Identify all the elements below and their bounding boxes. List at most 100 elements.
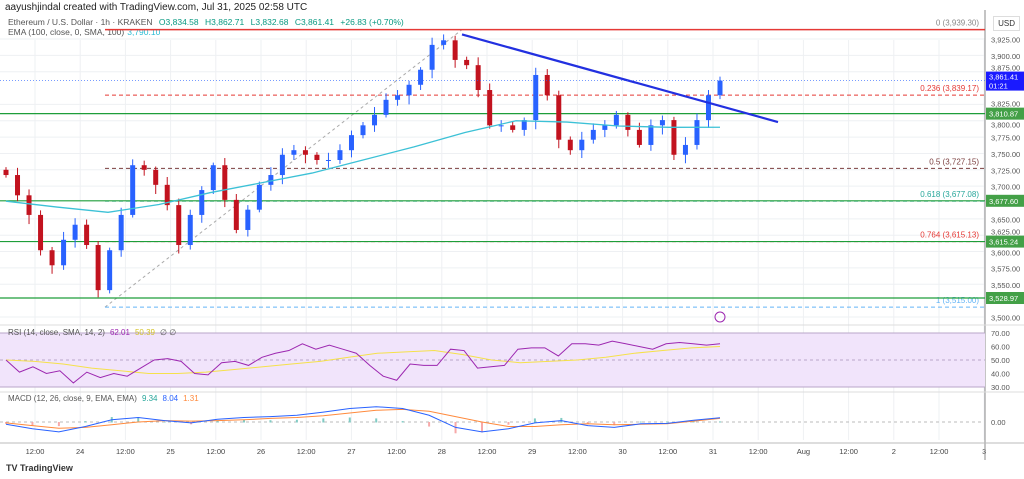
candle-body	[245, 209, 251, 230]
candle-body	[38, 214, 44, 251]
rsi-line	[5, 340, 721, 384]
macd-title: MACD (12, 26, close, 9, EMA, EMA)	[8, 394, 137, 403]
ohlc-open: O3,834.58	[158, 17, 199, 27]
macd-value: 9.34	[142, 394, 158, 403]
macd-histogram-bar	[163, 422, 166, 423]
candle-body	[464, 59, 470, 66]
rsi-value: 62.01	[110, 328, 131, 337]
x-tick-label: 12:00	[116, 447, 135, 456]
candle-body	[130, 165, 136, 215]
support-price-label: 3,528.97	[989, 294, 1018, 303]
candle-body	[705, 95, 711, 121]
price-tick-label: 3,700.00	[991, 183, 1020, 192]
replay-icon	[714, 311, 726, 323]
candle-body	[233, 199, 239, 230]
tradingview-logo[interactable]: TV TradingView	[6, 463, 73, 473]
rsi-tick-label: 60.00	[991, 343, 1010, 352]
candle-body	[498, 125, 504, 127]
x-tick-label: 12:00	[297, 447, 316, 456]
x-tick-label: 12:00	[26, 447, 45, 456]
candle-body	[372, 114, 378, 126]
candle-body	[475, 65, 481, 91]
candle-body	[636, 129, 642, 145]
rsi-ma-value: 50.39	[135, 328, 156, 337]
macd-histogram-bar	[533, 418, 536, 423]
macd-histogram-bar	[639, 421, 642, 423]
support-price-tag	[986, 107, 1024, 120]
macd-histogram-bar	[269, 420, 272, 423]
candle-body	[441, 40, 447, 45]
rsi-ma-line	[5, 346, 721, 374]
support-price-tag	[986, 194, 1024, 207]
x-tick-label: 12:00	[658, 447, 677, 456]
support-price-tag	[986, 292, 1024, 305]
macd-tick-label: 0.00	[991, 418, 1006, 427]
ema-legend[interactable]: EMA (100, close, 0, SMA, 100) 3,790.10	[8, 27, 160, 37]
ohlc-high: H3,862.71	[205, 17, 245, 27]
ema-label: EMA (100, close, 0, SMA, 100)	[8, 27, 125, 37]
x-tick-label: 12:00	[206, 447, 225, 456]
candle-body	[613, 114, 619, 126]
x-tick-label: 12:00	[839, 447, 858, 456]
macd-histogram-bar	[428, 422, 431, 427]
chart-credit: aayushjindal created with TradingView.co…	[5, 2, 308, 13]
x-tick-label: 12:00	[930, 447, 949, 456]
price-tick-label: 3,725.00	[991, 166, 1020, 175]
macd-histogram-bar	[31, 422, 34, 426]
x-tick-label: 30	[618, 447, 626, 456]
candle-body	[95, 245, 101, 291]
macd-hist-value: 1.31	[183, 394, 199, 403]
rsi-extra: ∅ ∅	[160, 328, 176, 337]
candle-body	[556, 95, 562, 140]
price-tick-label: 3,750.00	[991, 150, 1020, 159]
price-tick-label: 3,800.00	[991, 121, 1020, 130]
candle-body	[314, 154, 320, 160]
candle-body	[383, 99, 389, 115]
x-tick-label: 12:00	[749, 447, 768, 456]
macd-histogram-bar	[692, 421, 695, 423]
support-price-label: 3,615.24	[989, 238, 1018, 247]
x-tick-label: 3	[982, 447, 986, 456]
ohlc-close: C3,861.41	[294, 17, 335, 27]
symbol-legend[interactable]: Ethereum / U.S. Dollar · 1h · KRAKEN O3,…	[8, 17, 404, 27]
trendline	[461, 33, 779, 124]
ohlc-low: L3,832.68	[250, 17, 289, 27]
candle-body	[279, 154, 285, 176]
candle-body	[26, 195, 32, 215]
rsi-tick-label: 50.00	[991, 356, 1010, 365]
candle-body	[602, 125, 608, 130]
candle-body	[256, 184, 262, 210]
candle-body	[429, 44, 435, 70]
support-price-label: 3,810.87	[989, 110, 1018, 119]
x-tick-label: 24	[76, 447, 84, 456]
macd-histogram-bar	[613, 422, 616, 426]
candle-body	[199, 190, 205, 215]
candle-body	[590, 129, 596, 140]
candle-body	[153, 169, 159, 185]
candle-body	[625, 114, 631, 130]
macd-histogram-bar	[401, 421, 404, 423]
candle-body	[671, 120, 677, 155]
macd-histogram-bar	[57, 422, 60, 427]
candle-body	[176, 205, 182, 246]
candle-body	[222, 165, 228, 200]
x-tick-label: 12:00	[568, 447, 587, 456]
x-tick-label: 27	[347, 447, 355, 456]
rsi-title: RSI (14, close, SMA, 14, 2)	[8, 328, 105, 337]
candle-body	[210, 165, 216, 191]
fib-label-1: 1 (3,515.00)	[936, 296, 979, 305]
candle-body	[291, 150, 297, 155]
currency-button[interactable]: USD	[993, 16, 1020, 31]
macd-histogram-bar	[295, 419, 298, 423]
fib-label-0.5: 0.5 (3,727.15)	[929, 157, 979, 166]
candle-body	[141, 165, 147, 170]
tv-logo-icon: TV	[6, 463, 21, 473]
price-tick-label: 3,600.00	[991, 249, 1020, 258]
candle-body	[107, 250, 113, 291]
macd-line	[5, 406, 721, 433]
macd-histogram-bar	[216, 420, 219, 423]
price-tick-label: 3,925.00	[991, 36, 1020, 45]
candle-body	[360, 125, 366, 136]
price-tick-label: 3,575.00	[991, 264, 1020, 273]
